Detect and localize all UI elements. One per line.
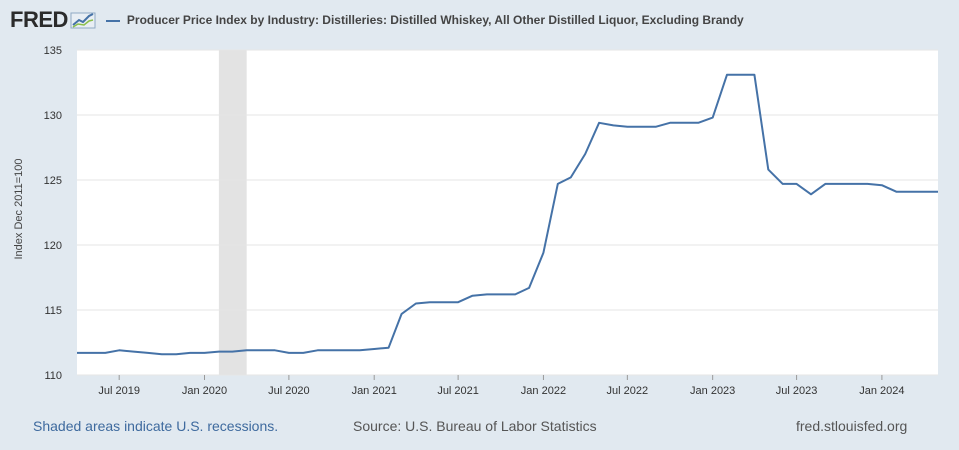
- x-tick-label: Jan 2022: [521, 385, 566, 397]
- x-tick-label: Jan 2020: [182, 385, 227, 397]
- x-tick-label: Jul 2019: [98, 385, 140, 397]
- x-tick-label: Jan 2021: [352, 385, 397, 397]
- x-tick-label: Jul 2020: [268, 385, 310, 397]
- chart-line-icon: [70, 12, 96, 29]
- y-tick-label: 115: [44, 305, 62, 317]
- source-note: Source: U.S. Bureau of Labor Statistics: [353, 418, 597, 434]
- plot-area: [77, 50, 938, 375]
- recession-shading: [218, 50, 247, 375]
- y-tick-label: 135: [44, 45, 62, 57]
- y-tick-label: 110: [44, 370, 62, 382]
- legend-series-title[interactable]: Producer Price Index by Industry: Distil…: [126, 13, 744, 27]
- series-line[interactable]: [77, 73, 938, 356]
- site-link[interactable]: fred.stlouisfed.org: [796, 418, 908, 434]
- y-tick-label: 125: [44, 175, 62, 187]
- y-tick-label: 120: [44, 240, 62, 252]
- x-tick-label: Jan 2024: [859, 385, 904, 397]
- y-tick-label: 130: [44, 110, 62, 122]
- legend-line-marker: [105, 19, 120, 22]
- x-axis-ticks: Jul 2019 Jan 2020 Jul 2020 Jan 2021 Jul 2021…: [98, 375, 905, 397]
- x-tick-label: Jul 2021: [437, 385, 479, 397]
- fred-logo[interactable]: FRED: [10, 7, 96, 33]
- recession-note: Shaded areas indicate U.S. recessions.: [33, 418, 279, 434]
- fred-logo-text: FRED: [10, 7, 68, 32]
- recession-band: [218, 50, 247, 375]
- grid-lines: [77, 49, 938, 376]
- chart-header: FRED Producer Price Index by Industry: D…: [10, 6, 744, 34]
- x-tick-label: Jul 2023: [776, 385, 818, 397]
- y-axis-ticks: 110 115 120 125 130 135: [44, 45, 62, 382]
- x-tick-label: Jan 2023: [690, 385, 735, 397]
- x-tick-label: Jul 2022: [607, 385, 649, 397]
